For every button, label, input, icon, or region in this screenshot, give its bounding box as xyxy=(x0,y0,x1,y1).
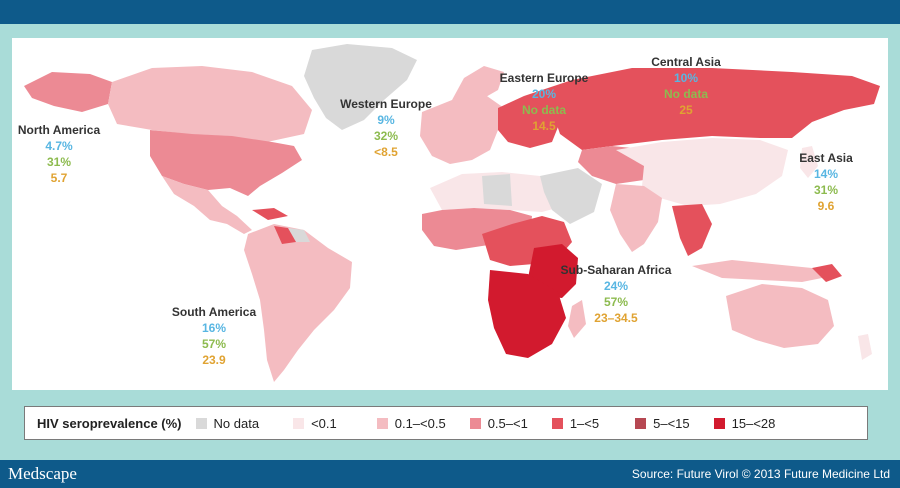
region-value-1: 20% xyxy=(531,87,557,101)
legend-label: 1–<5 xyxy=(569,415,600,431)
guiana-shape xyxy=(288,228,310,242)
region-value-3: 23–34.5 xyxy=(594,311,638,325)
footer-bar: Medscape Source: Future Virol © 2013 Fut… xyxy=(0,460,900,488)
region-value-2: 31% xyxy=(813,183,839,197)
southeast-asia-shape xyxy=(672,204,712,256)
region-value-2: 57% xyxy=(603,295,629,309)
region-central-asia: Central Asia 10% No data 25 xyxy=(638,54,734,118)
russia-shape xyxy=(524,68,880,150)
legend-swatch xyxy=(713,417,725,429)
top-banner xyxy=(0,0,900,24)
australia-shape xyxy=(726,284,834,348)
source-credit: Source: Future Virol © 2013 Future Medic… xyxy=(631,467,890,481)
region-value-1: 10% xyxy=(673,71,699,85)
mexico-shape xyxy=(162,176,252,234)
eastern-europe-shape xyxy=(498,96,560,148)
region-north-america: North America 4.7% 31% 5.7 xyxy=(14,122,104,186)
legend-item-0-5-1: 0.5–<1 xyxy=(469,415,528,431)
china-shape xyxy=(616,138,788,206)
new-zealand-shape xyxy=(858,334,872,360)
legend-item-1-5: 1–<5 xyxy=(551,415,600,431)
legend-swatch xyxy=(551,417,563,429)
region-value-1: 4.7% xyxy=(45,139,73,153)
region-value-2: 57% xyxy=(201,337,227,351)
legend-label: 15–<28 xyxy=(731,415,776,431)
legend-swatch xyxy=(469,417,481,429)
region-sub-saharan-africa: Sub-Saharan Africa 24% 57% 23–34.5 xyxy=(548,262,684,326)
legend-label: 0.5–<1 xyxy=(487,415,528,431)
legend-item-5-15: 5–<15 xyxy=(635,416,690,431)
region-name: Central Asia xyxy=(651,55,721,69)
india-shape xyxy=(610,184,662,252)
region-value-3: 9.6 xyxy=(817,199,835,213)
alaska-shape xyxy=(24,72,112,112)
middle-east-shape xyxy=(540,168,602,224)
region-value-3: <8.5 xyxy=(374,145,398,159)
legend-swatch xyxy=(293,417,305,429)
region-value-3: 23.9 xyxy=(202,353,226,367)
region-name: North America xyxy=(17,123,101,137)
legend-label: No data xyxy=(213,415,260,431)
region-eastern-europe: Eastern Europe 20% No data 14.5 xyxy=(486,70,602,134)
region-name: Sub-Saharan Africa xyxy=(560,263,672,277)
legend-label: 5–<15 xyxy=(653,415,690,431)
legend-item-lt-0-1: <0.1 xyxy=(293,416,337,431)
region-value-1: 16% xyxy=(201,321,227,335)
region-value-2: No data xyxy=(663,87,708,101)
medscape-logo[interactable]: Medscape xyxy=(8,464,77,483)
region-value-3: 5.7 xyxy=(50,171,68,185)
papua-shape xyxy=(812,264,842,282)
region-value-2: 31% xyxy=(46,155,72,169)
legend-swatch xyxy=(635,417,647,429)
libya-shape xyxy=(482,174,512,206)
region-name: East Asia xyxy=(799,151,853,165)
world-map-graphic xyxy=(24,44,880,382)
western-europe-shape xyxy=(420,94,504,164)
region-western-europe: Western Europe 9% 32% <8.5 xyxy=(328,96,444,160)
region-value-1: 24% xyxy=(603,279,629,293)
legend-label: 0.1–<0.5 xyxy=(394,415,446,431)
japan-shape xyxy=(800,146,818,178)
greenland-shape xyxy=(304,44,417,130)
legend-item-15-28: 15–<28 xyxy=(713,415,776,431)
canada-shape xyxy=(108,66,312,142)
region-value-1: 9% xyxy=(377,113,395,127)
region-value-3: 14.5 xyxy=(532,119,556,133)
region-value-1: 14% xyxy=(813,167,839,181)
region-south-america: South America 16% 57% 23.9 xyxy=(158,304,270,368)
indonesia-shape xyxy=(692,260,832,282)
south-america-shape xyxy=(244,224,352,382)
legend-swatch xyxy=(376,417,388,429)
map-legend: HIV seroprevalence (%) No data <0.1 0.1–… xyxy=(24,406,868,440)
legend-item-0-1-0-5: 0.1–<0.5 xyxy=(376,415,446,431)
caribbean-shape xyxy=(252,208,288,220)
southern-africa-shape xyxy=(488,270,566,358)
region-value-2: No data xyxy=(521,103,566,117)
guyana-shape xyxy=(274,226,296,244)
region-name: South America xyxy=(171,305,257,319)
scandinavia-shape xyxy=(452,66,504,100)
legend-item-no-data: No data xyxy=(195,415,260,431)
legend-title: HIV seroprevalence (%) xyxy=(37,415,182,431)
legend-swatch xyxy=(195,417,207,429)
region-value-2: 32% xyxy=(373,129,399,143)
usa-shape xyxy=(150,130,302,196)
world-map: North America 4.7% 31% 5.7 Western Europ… xyxy=(12,38,888,390)
region-value-3: 25 xyxy=(679,103,693,117)
madagascar-shape xyxy=(568,300,586,338)
region-name: Western Europe xyxy=(340,97,432,111)
region-east-asia: East Asia 14% 31% 9.6 xyxy=(784,150,868,214)
region-name: Eastern Europe xyxy=(499,71,589,85)
legend-label: <0.1 xyxy=(311,415,337,431)
